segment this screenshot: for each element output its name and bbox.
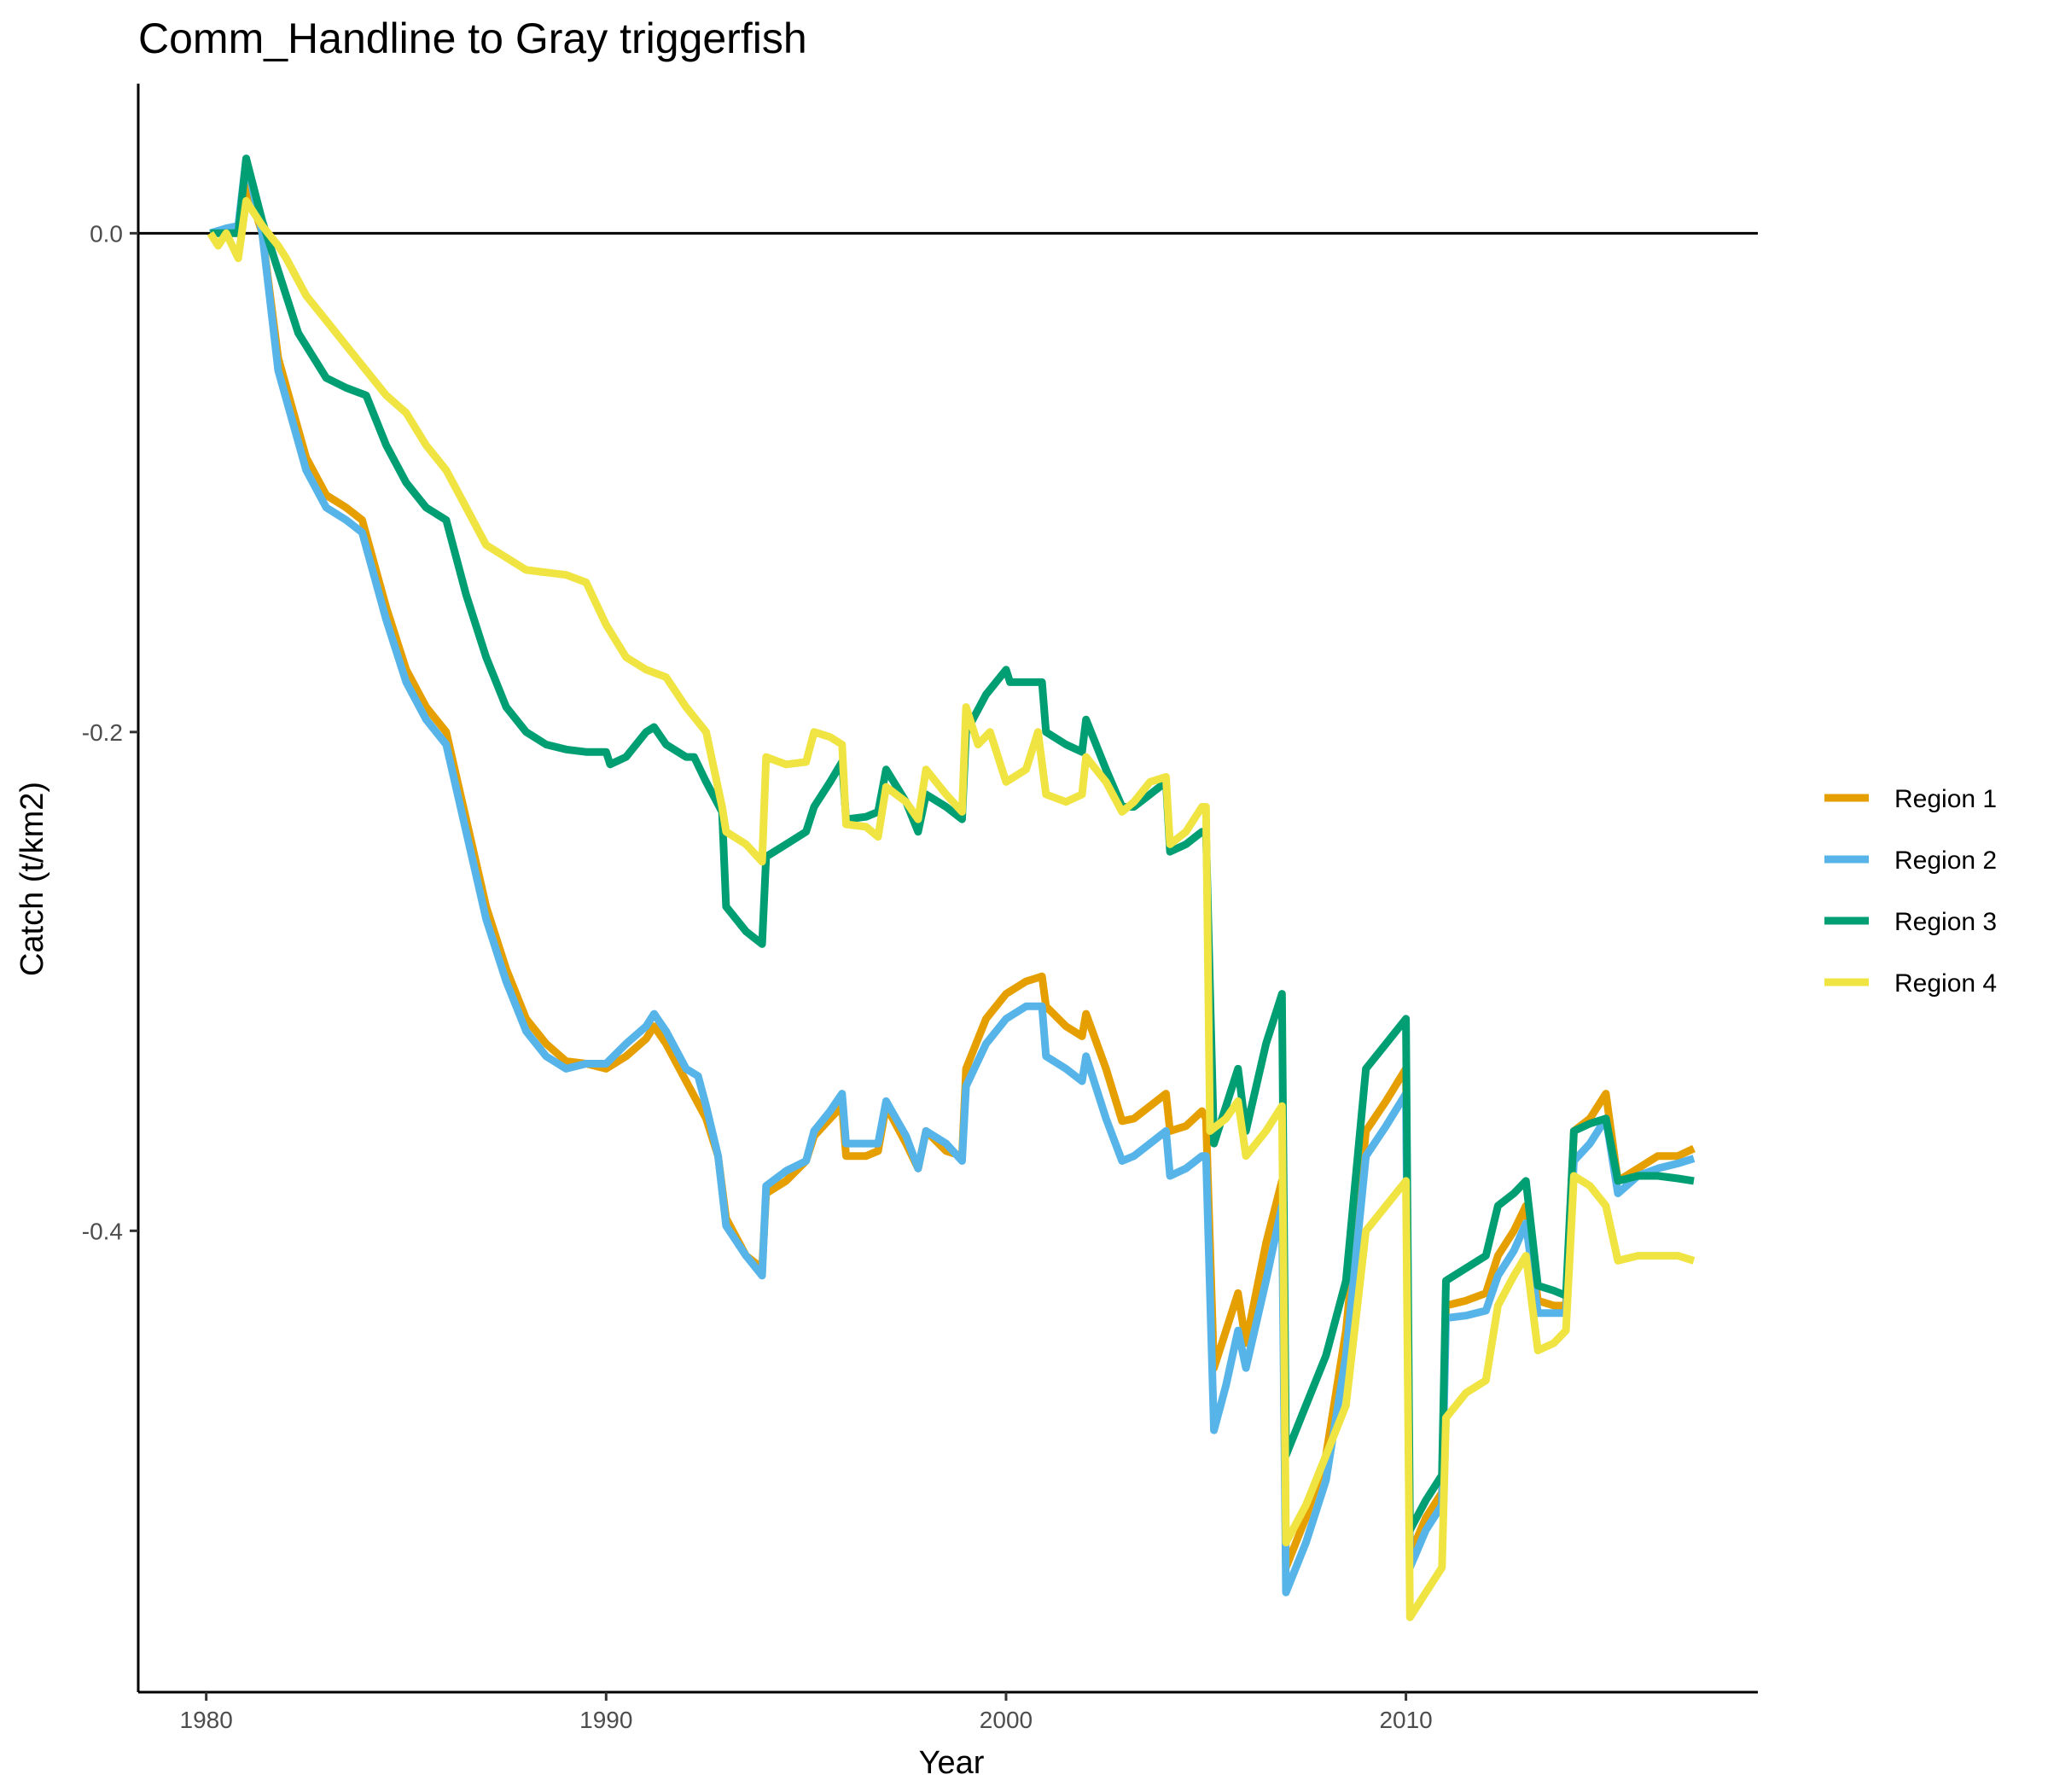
series-line-region-3 <box>210 154 1695 1534</box>
x-tick-label: 2000 <box>980 1707 1033 1733</box>
plot-area: 1980 1990 2000 2010 0.0 -0.2 -0.4 <box>82 84 1758 1733</box>
series-line-region-2 <box>209 154 1696 1597</box>
legend-label-region-1: Region 1 <box>1894 785 1997 813</box>
series-line-region-1 <box>210 179 1696 1572</box>
y-axis-ticks: 0.0 -0.2 -0.4 <box>82 220 138 1244</box>
x-tick-label: 2010 <box>1379 1707 1432 1733</box>
y-tick-label: -0.4 <box>82 1218 123 1244</box>
y-axis-title: Catch (t/km2) <box>15 782 50 976</box>
series-layer <box>207 154 1696 1621</box>
chart-title: Comm_Handline to Gray triggerfish <box>138 15 807 62</box>
x-axis-ticks: 1980 1990 2000 2010 <box>180 1692 1433 1733</box>
legend: Region 1 Region 2 Region 3 Region 4 <box>1824 785 1997 998</box>
legend-label-region-4: Region 4 <box>1894 969 1997 998</box>
series-line-region-4 <box>207 196 1696 1621</box>
legend-label-region-2: Region 2 <box>1894 847 1997 875</box>
y-tick-label: 0.0 <box>90 220 123 247</box>
x-tick-label: 1990 <box>579 1707 632 1733</box>
y-tick-label: -0.2 <box>82 719 123 746</box>
x-axis-title: Year <box>919 1745 985 1781</box>
x-tick-label: 1980 <box>180 1707 233 1733</box>
legend-label-region-3: Region 3 <box>1894 908 1997 936</box>
